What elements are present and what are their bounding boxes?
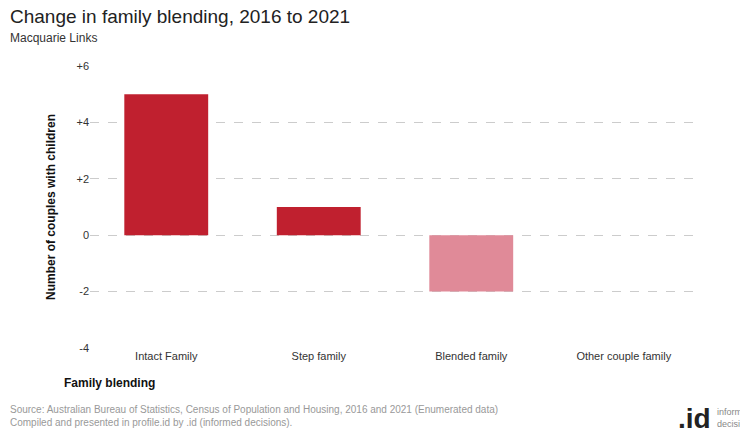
svg-text:Blended family: Blended family — [435, 350, 508, 362]
svg-text:Step family: Step family — [292, 350, 347, 362]
svg-text:0: 0 — [83, 229, 89, 241]
svg-text:Other couple family: Other couple family — [576, 350, 671, 362]
svg-text:Change in family blending, 201: Change in family blending, 2016 to 2021 — [10, 6, 350, 27]
svg-text:Intact Family: Intact Family — [135, 350, 198, 362]
svg-text:Number of couples with childre: Number of couples with children — [44, 114, 58, 300]
svg-text:.id: .id — [678, 403, 711, 434]
svg-text:-2: -2 — [79, 285, 89, 297]
svg-text:+6: +6 — [76, 60, 89, 72]
svg-text:+2: +2 — [76, 173, 89, 185]
svg-text:informeddecisions: informeddecisions — [717, 407, 740, 429]
svg-text:Source: Australian Bureau of S: Source: Australian Bureau of Statistics,… — [10, 404, 498, 415]
svg-text:Compiled and presented in prof: Compiled and presented in profile.id by … — [10, 417, 292, 428]
svg-text:+4: +4 — [76, 116, 89, 128]
svg-text:Macquarie Links: Macquarie Links — [10, 31, 97, 45]
svg-text:-4: -4 — [79, 342, 89, 354]
svg-text:Family blending: Family blending — [64, 376, 155, 390]
